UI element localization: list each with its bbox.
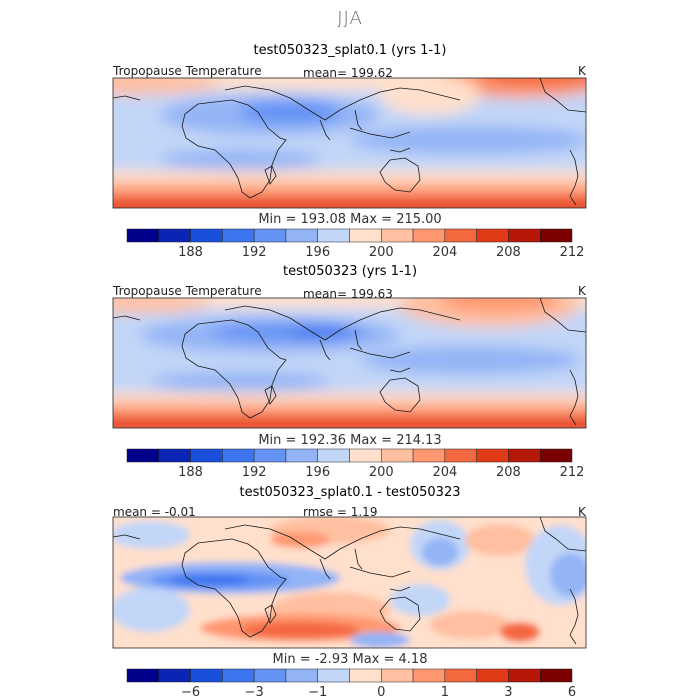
colorbar-tick-label: 188 [178, 245, 203, 260]
colorbar-cell [253, 448, 287, 463]
colorbar-tick-label: 1 [441, 685, 449, 700]
panel-1-units-label: K [578, 64, 586, 78]
colorbar-cell [158, 228, 191, 243]
colorbar-cell [126, 668, 160, 683]
panel-2-variable-label: Tropopause Temperature [113, 284, 262, 298]
panel-1-minmax: Min = 193.08 Max = 215.00 [258, 212, 442, 227]
colorbar-cell [126, 448, 160, 463]
colorbar-cell [158, 448, 191, 463]
panel-3-units-label: K [578, 505, 586, 519]
colorbar-tick-label: 192 [242, 245, 267, 260]
panel-3-map [113, 517, 586, 648]
colorbar-cell [222, 668, 255, 683]
colorbar-cell [222, 228, 255, 243]
colorbar-cell [444, 668, 477, 683]
colorbar-tick-label: 200 [369, 465, 394, 480]
colorbar-cell [317, 448, 350, 463]
panel-1-title: test050323_splat0.1 (yrs 1-1) [253, 43, 447, 58]
colorbar-tick-label: 212 [560, 245, 585, 260]
figure-season-title: JJA [337, 8, 363, 29]
colorbar-cell [349, 448, 382, 463]
colorbar-cell [285, 448, 318, 463]
panel-1-variable-label: Tropopause Temperature [113, 64, 262, 78]
colorbar-cell [476, 228, 509, 243]
panel-2-map [113, 298, 586, 428]
panel-3-rmse-label: rmse = 1.19 [303, 505, 378, 519]
colorbar-tick-label: 6 [568, 685, 576, 700]
colorbar-cell [539, 448, 573, 463]
colorbar-cell [190, 668, 223, 683]
colorbar-cell [381, 228, 414, 243]
colorbar-cell [253, 228, 287, 243]
panel-3-minmax: Min = -2.93 Max = 4.18 [272, 652, 428, 667]
colorbar-cell [285, 668, 318, 683]
panel-3-title: test050323_splat0.1 - test050323 [239, 485, 461, 500]
colorbar-cell [285, 228, 318, 243]
colorbar-cell [317, 668, 350, 683]
colorbar-cell [444, 448, 477, 463]
panel-1-mean-label: mean= 199.62 [303, 66, 393, 80]
colorbar-cell [190, 448, 223, 463]
colorbar-cell [158, 668, 191, 683]
colorbar-cell [412, 448, 446, 463]
colorbar-tick-label: 200 [369, 245, 394, 260]
colorbar-cell [539, 668, 573, 683]
colorbar-cell [508, 448, 541, 463]
panel-3-mean-label: mean = -0.01 [113, 505, 196, 519]
colorbar-tick-label: 192 [242, 465, 267, 480]
colorbar-cell [349, 668, 382, 683]
panel-2-colorbar: 188 192 196 200 204 208 212 [126, 448, 585, 480]
colorbar-tick-label: 196 [305, 245, 330, 260]
panel-2-minmax: Min = 192.36 Max = 214.13 [258, 433, 442, 448]
colorbar-tick-label: 196 [305, 465, 330, 480]
colorbar-cell [190, 228, 223, 243]
colorbar-cell [412, 228, 446, 243]
colorbar-cell [349, 228, 382, 243]
colorbar-tick-label: 208 [496, 465, 521, 480]
colorbar-cell [317, 228, 350, 243]
colorbar-cell [539, 228, 573, 243]
colorbar-cell [476, 668, 509, 683]
colorbar-tick-label: 3 [504, 685, 512, 700]
colorbar-cell [508, 668, 541, 683]
panel-2-mean-label: mean= 199.63 [303, 287, 393, 301]
colorbar-cell [412, 668, 446, 683]
colorbar-cell [476, 448, 509, 463]
panel-1-map [113, 78, 586, 208]
colorbar-tick-label: 188 [178, 465, 203, 480]
colorbar-tick-label: 0 [377, 685, 385, 700]
panel-3-colorbar: −6 −3 −1 0 1 3 6 [126, 668, 576, 700]
colorbar-cell [381, 448, 414, 463]
colorbar-tick-label: −3 [245, 685, 264, 700]
colorbar-cell [126, 228, 160, 243]
colorbar-cell [253, 668, 287, 683]
colorbar-tick-label: 204 [432, 245, 457, 260]
panel-2-title: test050323 (yrs 1-1) [282, 264, 418, 279]
colorbar-tick-label: 204 [432, 465, 457, 480]
panel-2-units-label: K [578, 284, 586, 298]
colorbar-cell [508, 228, 541, 243]
colorbar-tick-label: 208 [496, 245, 521, 260]
colorbar-cell [444, 228, 477, 243]
colorbar-tick-label: 212 [560, 465, 585, 480]
colorbar-tick-label: −6 [181, 685, 200, 700]
panel-1-colorbar: 188 192 196 200 204 208 212 [126, 228, 585, 260]
colorbar-tick-label: −1 [308, 685, 327, 700]
colorbar-cell [222, 448, 255, 463]
colorbar-cell [381, 668, 414, 683]
